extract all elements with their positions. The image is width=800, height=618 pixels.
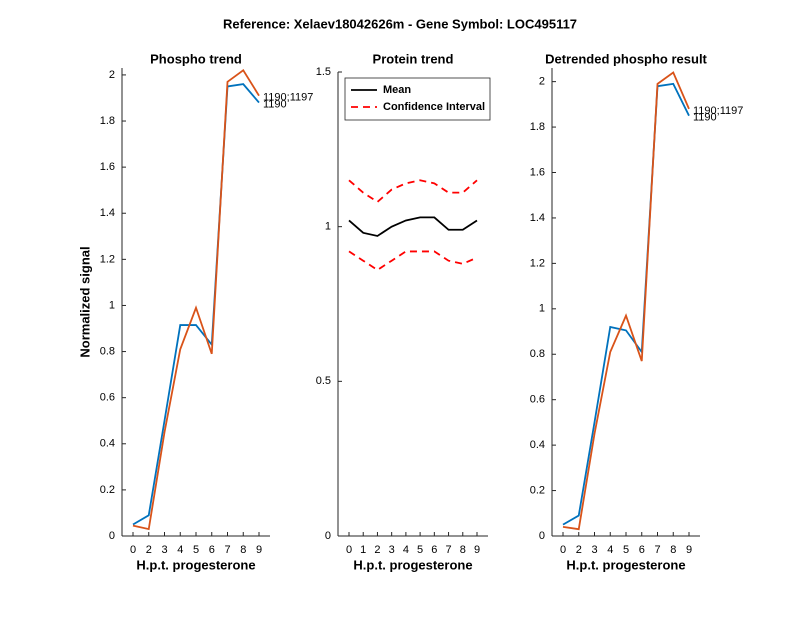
- line-end-label: 1190: [263, 98, 287, 110]
- y-tick-label: 0.2: [530, 484, 545, 496]
- x-tick-label: 1: [360, 544, 366, 556]
- x-tick-label: 0: [346, 544, 352, 556]
- axes-title: Protein trend: [373, 51, 454, 66]
- x-tick-label: 8: [460, 544, 466, 556]
- y-tick-label: 0.8: [530, 348, 545, 360]
- x-tick-label: 0: [560, 544, 566, 556]
- y-tick-label: 1.6: [100, 161, 115, 173]
- series-line: [562, 82, 690, 526]
- x-tick-label: 8: [670, 544, 676, 556]
- y-tick-label: 1.4: [100, 207, 115, 219]
- y-tick-label: 0: [539, 530, 545, 542]
- y-tick-label: 1.4: [530, 212, 545, 224]
- y-tick-label: 1.8: [530, 121, 545, 133]
- y-tick-label: 0: [109, 530, 115, 542]
- series-line: [132, 69, 260, 531]
- x-tick-label: 9: [686, 544, 692, 556]
- x-label: H.p.t. progesterone: [353, 557, 472, 572]
- x-tick-label: 5: [417, 544, 423, 556]
- y-tick-label: 1: [325, 221, 331, 233]
- series-line: [562, 71, 690, 531]
- x-tick-label: 7: [224, 544, 230, 556]
- y-tick-label: 0.4: [100, 438, 115, 450]
- x-tick-label: 5: [623, 544, 629, 556]
- y-tick-label: 1.8: [100, 115, 115, 127]
- x-tick-label: 8: [240, 544, 246, 556]
- figure-title: Reference: Xelaev18042626m - Gene Symbol…: [223, 16, 577, 31]
- y-label: Normalized signal: [77, 246, 92, 357]
- y-tick-label: 1: [539, 303, 545, 315]
- x-tick-label: 0: [130, 544, 136, 556]
- line-end-label: 1190: [693, 112, 717, 124]
- x-tick-label: 4: [403, 544, 409, 556]
- series-line: [348, 216, 478, 237]
- x-label: H.p.t. progesterone: [136, 557, 255, 572]
- line-end-label: 1190;1197: [693, 105, 743, 117]
- x-tick-label: 6: [431, 544, 437, 556]
- x-tick-label: 3: [389, 544, 395, 556]
- y-tick-label: 0.6: [100, 392, 115, 404]
- y-tick-label: 2: [109, 69, 115, 81]
- x-tick-label: 4: [607, 544, 613, 556]
- y-tick-label: 0.6: [530, 394, 545, 406]
- axes-title: Phospho trend: [150, 51, 242, 66]
- x-tick-label: 3: [591, 544, 597, 556]
- series-line: [348, 250, 478, 272]
- series-line: [348, 179, 478, 204]
- y-tick-label: 0.4: [530, 439, 545, 451]
- x-tick-label: 5: [193, 544, 199, 556]
- y-tick-label: 1.2: [530, 257, 545, 269]
- x-label: H.p.t. progesterone: [566, 557, 685, 572]
- y-tick-label: 0: [325, 530, 331, 542]
- x-tick-label: 7: [445, 544, 451, 556]
- x-tick-label: 9: [256, 544, 262, 556]
- x-tick-label: 6: [209, 544, 215, 556]
- x-tick-label: 2: [576, 544, 582, 556]
- x-tick-label: 6: [639, 544, 645, 556]
- legend-label: Confidence Interval: [383, 101, 485, 113]
- line-end-label: 1190;1197: [263, 92, 313, 104]
- x-tick-label: 9: [474, 544, 480, 556]
- y-tick-label: 0.2: [100, 484, 115, 496]
- legend-label: Mean: [383, 84, 411, 96]
- x-tick-label: 7: [654, 544, 660, 556]
- x-tick-label: 2: [146, 544, 152, 556]
- y-tick-label: 1.2: [100, 253, 115, 265]
- series-line: [132, 83, 260, 526]
- y-tick-label: 0.5: [316, 375, 331, 387]
- y-tick-label: 1.5: [316, 66, 331, 78]
- y-tick-label: 1.6: [530, 166, 545, 178]
- legend-box: [344, 77, 491, 121]
- y-tick-label: 2: [539, 76, 545, 88]
- x-tick-label: 2: [374, 544, 380, 556]
- y-tick-label: 0.8: [100, 345, 115, 357]
- x-tick-label: 3: [161, 544, 167, 556]
- y-tick-label: 1: [109, 299, 115, 311]
- x-tick-label: 4: [177, 544, 183, 556]
- axes-title: Detrended phospho result: [545, 51, 707, 66]
